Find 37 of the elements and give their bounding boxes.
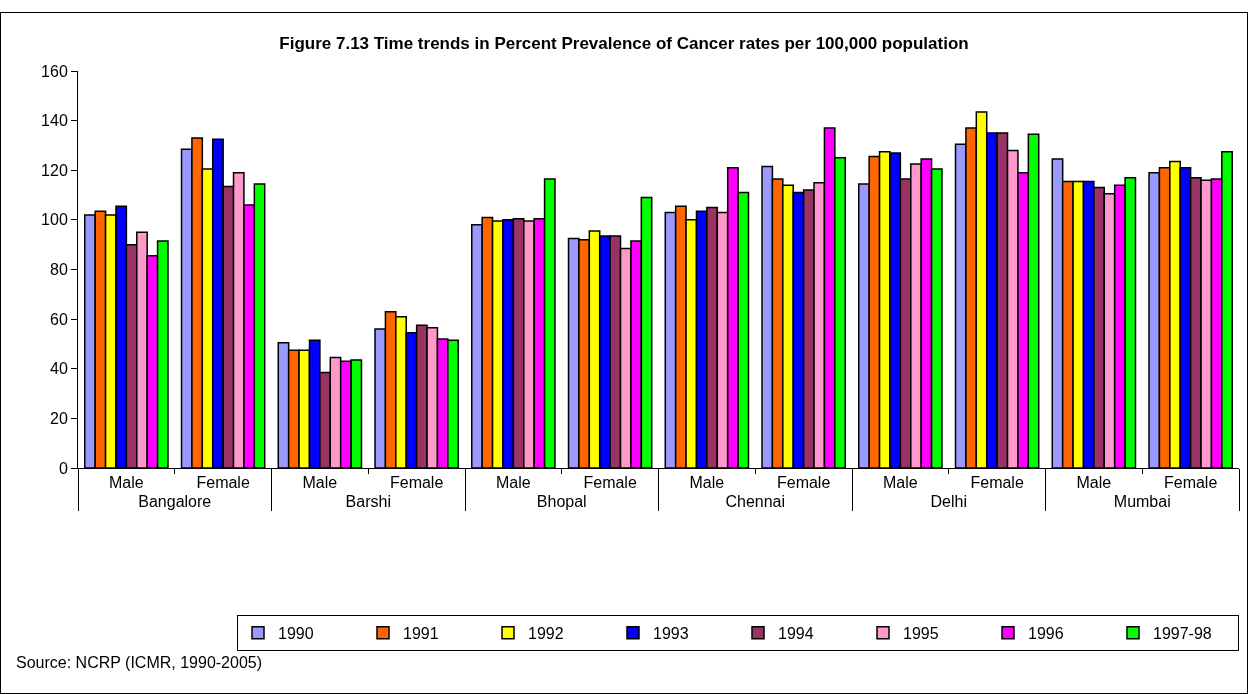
y-tick-label: 140: [41, 112, 68, 130]
y-tick-label: 40: [50, 360, 68, 378]
y-tick-label: 0: [58, 459, 68, 477]
x-tick-label: Female: [196, 474, 250, 492]
legend-label: 1995: [903, 625, 939, 643]
x-tick-label: Male: [883, 474, 918, 492]
text: Bangalore: [138, 493, 212, 511]
y-tick-label: 80: [50, 261, 68, 279]
x-tick-label: Female: [776, 474, 831, 492]
x-tick-label: Female: [970, 474, 1024, 492]
text: Chennai: [725, 493, 786, 511]
x-tick-label: Male: [496, 474, 531, 492]
legend-label: 1994: [778, 625, 814, 643]
y-tick-label: 100: [41, 211, 68, 229]
legend-label: 1991: [403, 625, 439, 643]
x-tick-label: Male: [302, 474, 338, 492]
x-tick-label: Male: [1076, 474, 1112, 492]
y-tick-label: 60: [50, 310, 68, 328]
y-tick-label: 20: [50, 409, 68, 427]
x-tick-label: Female: [389, 474, 444, 492]
legend-label: 1990: [278, 625, 314, 643]
x-tick-label: Female: [583, 474, 637, 492]
x-tick-label: Male: [109, 474, 144, 492]
text: Mumbai: [1113, 493, 1171, 511]
source-note: Source: NCRP (ICMR, 1990-2005): [16, 654, 263, 671]
text: Barshi: [345, 493, 391, 511]
y-tick-label: 120: [41, 161, 68, 179]
x-tick-label: Male: [689, 474, 725, 492]
text: Delhi: [930, 493, 967, 511]
legend-label: 1997-98: [1153, 625, 1212, 643]
y-tick-label: 160: [41, 62, 68, 80]
x-tick-label: Female: [1163, 474, 1218, 492]
text: Bhopal: [536, 493, 587, 511]
legend-label: 1993: [653, 625, 689, 643]
legend-label: 1992: [528, 625, 564, 643]
legend-label: 1996: [1028, 625, 1064, 643]
chart-title: Figure 7.13 Time trends in Percent Prevalence of Cancer rates per 100,000 population: [279, 33, 969, 53]
